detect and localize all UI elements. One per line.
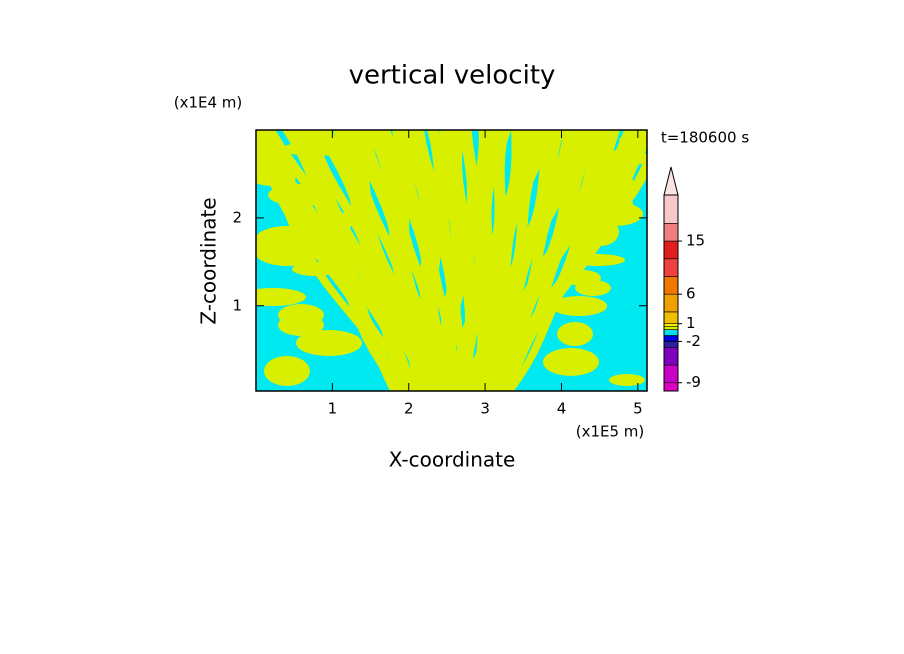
field-blob <box>595 150 647 166</box>
colorbar-segment <box>663 335 679 342</box>
field-blob <box>543 348 599 376</box>
colorbar-frame <box>663 194 679 392</box>
colorbar-tick-label: -9 <box>686 373 701 391</box>
field-blob <box>256 226 320 256</box>
field-band <box>451 130 512 391</box>
x-tick-label: 4 <box>557 400 567 418</box>
colorbar-tick-label: -2 <box>686 332 701 350</box>
chart-title: vertical velocity <box>349 61 556 91</box>
field-blob <box>619 134 647 146</box>
field-blob <box>268 184 334 206</box>
colorbar-segment <box>663 276 679 295</box>
colorbar-tick-label: 15 <box>686 232 705 250</box>
field-blob <box>306 210 352 236</box>
time-label: t=180600 s <box>661 129 749 147</box>
field-blob <box>256 158 296 176</box>
y-axis-label: Z-coordinate <box>197 197 221 324</box>
colorbar-segment <box>663 341 679 348</box>
field-blob <box>551 296 607 316</box>
y-tick-label: 2 <box>232 208 242 226</box>
contour-field <box>256 130 647 391</box>
field-blob <box>609 374 645 386</box>
plot-frame <box>255 129 648 392</box>
colorbar-segment <box>663 364 679 384</box>
colorbar-segment <box>663 223 679 242</box>
colorbar-segment <box>663 347 679 366</box>
colorbar-segment <box>663 240 679 260</box>
x-tick-label: 3 <box>480 400 490 418</box>
colorbar-tick-label: 1 <box>686 314 696 332</box>
colorbar-extension <box>663 166 679 196</box>
y-unit: (x1E4 m) <box>174 94 243 112</box>
colorbar-segment <box>663 326 679 330</box>
field-band <box>475 130 599 391</box>
field-blob <box>256 288 306 306</box>
colorbar-segment <box>663 323 679 327</box>
colorbar-segment <box>663 329 679 336</box>
field-blob <box>569 254 625 266</box>
field-band <box>460 130 553 391</box>
colorbar-segment <box>663 311 679 324</box>
field-band <box>439 130 472 391</box>
x-axis-label: X-coordinate <box>389 448 516 472</box>
field-blob <box>282 142 348 156</box>
colorbar-segment <box>663 382 679 392</box>
field-blob <box>577 192 633 216</box>
field-blob <box>583 218 619 246</box>
y-tick-label: 1 <box>232 296 242 314</box>
colorbar-segment <box>663 293 679 313</box>
x-tick-label: 1 <box>328 400 338 418</box>
field-blob <box>557 322 593 346</box>
x-tick-label: 5 <box>633 400 643 418</box>
field-blob <box>278 304 324 326</box>
colorbar-segment <box>663 258 679 277</box>
field-blob <box>264 356 310 386</box>
field-band <box>487 130 647 391</box>
field-blob <box>565 270 601 286</box>
x-tick-label: 2 <box>404 400 414 418</box>
field-blob <box>296 330 362 356</box>
field-blob <box>292 262 338 276</box>
colorbar-tick-label: 6 <box>686 285 696 303</box>
field-blob <box>601 176 637 196</box>
colorbar-segment <box>663 194 679 224</box>
x-unit: (x1E5 m) <box>576 423 645 441</box>
